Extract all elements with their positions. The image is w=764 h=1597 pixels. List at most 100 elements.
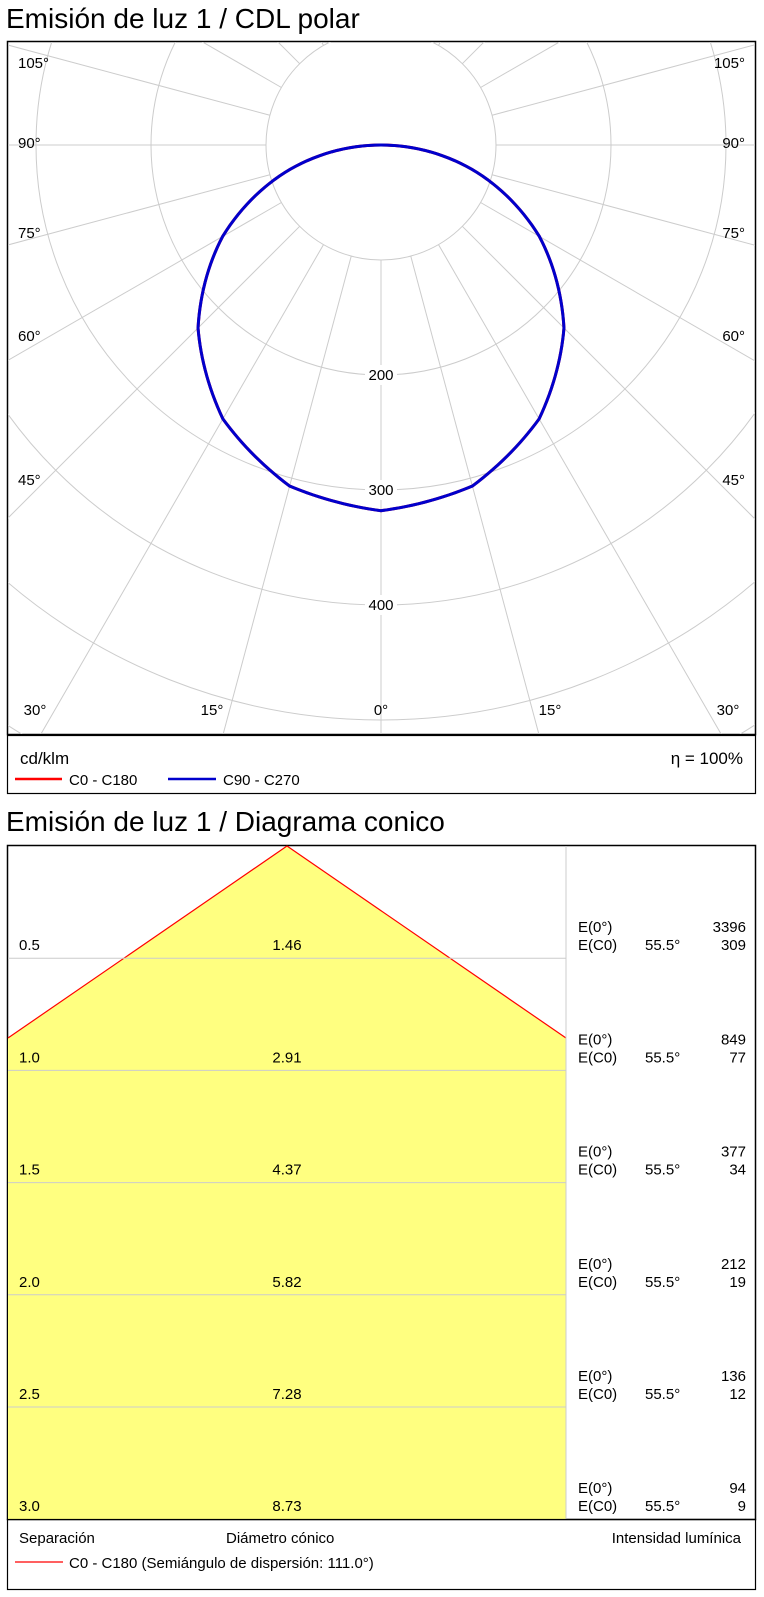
angle-tick-label: 75° — [722, 225, 745, 242]
row-separation-value: 2.5 — [19, 1386, 40, 1403]
cone-legend-label: C0 - C180 (Semiángulo de dispersión: 111… — [69, 1555, 374, 1572]
angle-tick-label: 60° — [18, 328, 41, 345]
cone-edge-left — [7, 845, 288, 1039]
row-e0-value: 94 — [729, 1480, 746, 1497]
row-angle-value: 55.5° — [645, 1498, 680, 1515]
legend-label-c90-c270: C90 - C270 — [223, 772, 300, 789]
row-diameter-value: 1.46 — [272, 937, 301, 954]
polar-grid-spoke — [8, 44, 271, 116]
row-e0-value: 3396 — [713, 919, 746, 936]
radial-tick-label: 300 — [368, 482, 393, 499]
row-separation-value: 2.0 — [19, 1274, 40, 1291]
angle-tick-label: 45° — [18, 472, 41, 489]
angle-tick-label: 30° — [717, 702, 740, 719]
polar-grid-spoke — [410, 255, 540, 734]
angle-tick-label: 105° — [18, 55, 49, 72]
row-ec0-label: E(C0) — [578, 1049, 617, 1066]
polar-grid-spoke — [40, 244, 324, 734]
legend-label-c0-c180: C0 - C180 — [69, 772, 137, 789]
row-e0-value: 136 — [721, 1368, 746, 1385]
row-ec0-label: E(C0) — [578, 937, 617, 954]
angle-tick-label: 90° — [722, 135, 745, 152]
row-e0-label: E(0°) — [578, 1256, 612, 1273]
polar-grid-spoke — [201, 42, 282, 88]
polar-grid-spoke — [480, 202, 755, 362]
polar-grid-circle — [0, 0, 764, 950]
row-separation-value: 3.0 — [19, 1498, 40, 1515]
cone-edge-right — [286, 845, 567, 1039]
polar-grid-spoke — [8, 174, 271, 246]
radial-tick-bg — [365, 595, 397, 615]
row-e0-value: 377 — [721, 1144, 746, 1161]
radial-tick-bg — [365, 365, 397, 385]
polar-grid-spoke — [438, 42, 442, 46]
row-diameter-value: 4.37 — [272, 1162, 301, 1179]
angle-tick-label: 15° — [201, 702, 224, 719]
row-ec0-value: 9 — [738, 1498, 746, 1515]
row-angle-value: 55.5° — [645, 1386, 680, 1403]
polar-grid-spoke — [491, 44, 755, 116]
row-ec0-value: 77 — [729, 1049, 746, 1066]
efficiency-label: η = 100% — [671, 749, 743, 768]
row-diameter-value: 8.73 — [272, 1498, 301, 1515]
polar-grid-spoke — [8, 225, 301, 519]
row-separation-value: 0.5 — [19, 937, 40, 954]
cone-chart-title: Emisión de luz 1 / Diagrama conico — [6, 806, 445, 837]
row-angle-value: 55.5° — [645, 1274, 680, 1291]
angle-tick-label: 15° — [539, 702, 562, 719]
polar-grid-spoke — [438, 244, 722, 734]
row-e0-label: E(0°) — [578, 919, 612, 936]
polar-chart-title: Emisión de luz 1 / CDL polar — [6, 3, 360, 34]
row-e0-value: 212 — [721, 1256, 746, 1273]
angle-tick-label: 60° — [722, 328, 745, 345]
row-diameter-value: 2.91 — [272, 1049, 301, 1066]
polar-grid-spoke — [8, 202, 282, 361]
row-angle-value: 55.5° — [645, 937, 680, 954]
polar-curve-c90-c270 — [196, 143, 566, 513]
radial-tick-label: 200 — [368, 367, 393, 384]
polar-grid-spoke — [70, 0, 351, 34]
polar-grid-spoke — [222, 255, 352, 734]
row-e0-value: 849 — [721, 1031, 746, 1048]
row-e0-label: E(0°) — [578, 1144, 612, 1161]
polar-curves — [196, 143, 566, 513]
angle-tick-label: 75° — [18, 225, 41, 242]
row-diameter-value: 5.82 — [272, 1274, 301, 1291]
radial-tick-label: 400 — [368, 597, 393, 614]
row-ec0-label: E(C0) — [578, 1162, 617, 1179]
column-header-diameter: Diámetro cónico — [226, 1530, 334, 1547]
polar-unit-label: cd/klm — [20, 749, 69, 768]
cone-rows: 0.5 1.46 E(0°) 3396 E(C0) 55.5° 309 1.0 2.91 E(0°… — [8, 919, 746, 1515]
row-ec0-value: 34 — [729, 1162, 746, 1179]
row-separation-value: 1.5 — [19, 1162, 40, 1179]
polar-grid-spoke — [491, 174, 755, 246]
row-ec0-value: 12 — [729, 1386, 746, 1403]
angle-tick-label: 105° — [714, 55, 745, 72]
polar-grid-circle — [8, 411, 755, 606]
row-diameter-value: 7.28 — [272, 1386, 301, 1403]
row-e0-label: E(0°) — [578, 1031, 612, 1048]
angle-tick-label: 90° — [18, 135, 41, 152]
polar-legend-box — [6, 734, 757, 795]
column-header-intensity: Intensidad lumínica — [612, 1530, 742, 1547]
column-header-separation: Separación — [19, 1530, 95, 1547]
row-angle-value: 55.5° — [645, 1162, 680, 1179]
angle-tick-label: 0° — [374, 702, 388, 719]
cone-legend-box — [6, 1518, 757, 1591]
polar-grid-spoke — [411, 0, 692, 34]
row-e0-label: E(0°) — [578, 1368, 612, 1385]
polar-grid-spoke — [480, 42, 561, 88]
row-e0-label: E(0°) — [578, 1480, 612, 1497]
row-ec0-value: 309 — [721, 937, 746, 954]
polar-grid-spoke — [461, 225, 755, 520]
row-ec0-label: E(C0) — [578, 1386, 617, 1403]
angle-tick-label: 30° — [24, 702, 47, 719]
polar-plot-frame — [6, 40, 757, 736]
radial-tick-bg — [365, 480, 397, 500]
row-ec0-value: 19 — [729, 1274, 746, 1291]
row-separation-value: 1.0 — [19, 1049, 40, 1066]
polar-grid-spoke — [320, 42, 324, 46]
row-ec0-label: E(C0) — [578, 1274, 617, 1291]
row-angle-value: 55.5° — [645, 1049, 680, 1066]
